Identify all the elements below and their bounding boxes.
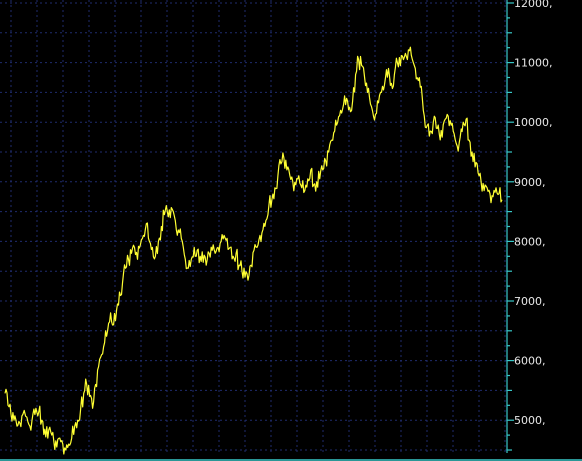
y-tick-label: 8000, [514,235,546,248]
series-layer [4,46,503,455]
y-tick-label: 9000, [514,176,546,189]
y-tick-label: 6000, [514,355,546,368]
y-axis-ticks: 5000, 6000, 7000, 8000, 9000, 10000, 11000, 120… [507,0,553,451]
price-series-line [4,46,503,455]
vertical-grid-lines [10,0,506,453]
y-tick-label: 7000, [514,295,546,308]
y-tick-label: 11000, [514,57,553,70]
y-tick-label: 10000, [514,116,553,129]
y-tick-label: 5000, [514,414,546,427]
y-tick-label: 12000, [514,0,553,10]
